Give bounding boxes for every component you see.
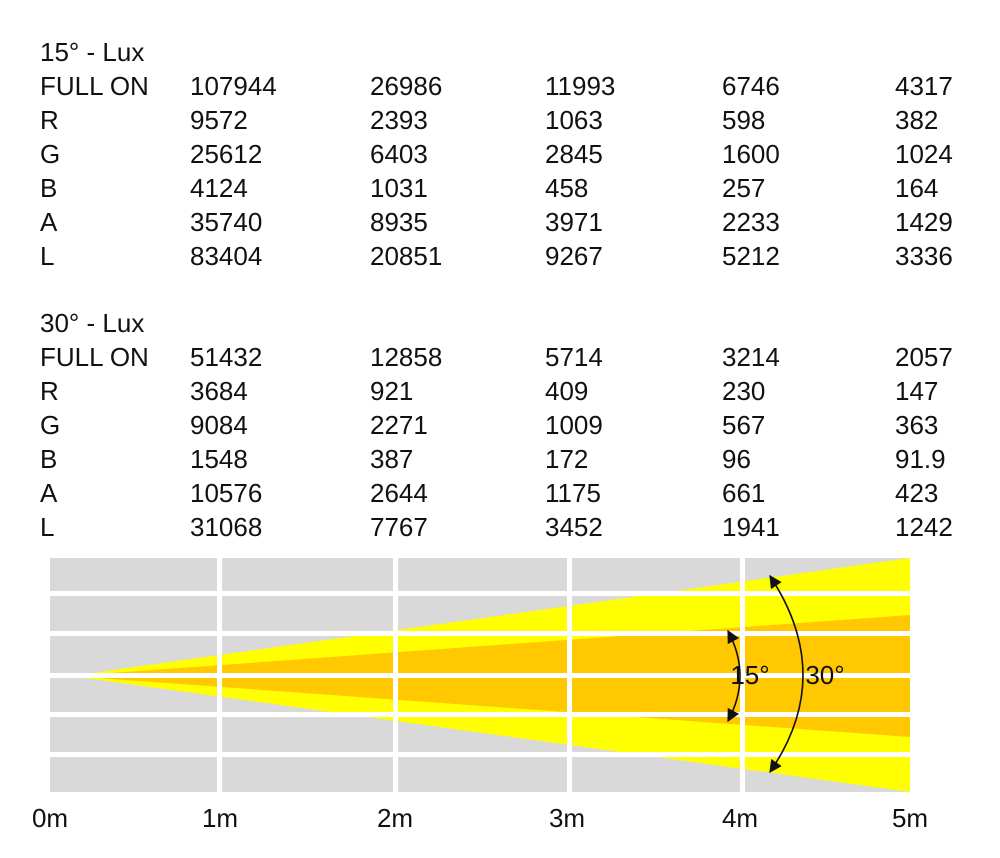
distance-label: 0m — [32, 803, 68, 833]
arc-15 — [727, 629, 741, 723]
cell: 83404 — [190, 241, 262, 271]
cell: 31068 — [190, 512, 262, 542]
cell: 3452 — [545, 512, 603, 542]
cell: 1024 — [895, 139, 953, 169]
cell: 26986 — [370, 71, 442, 101]
distance-label: 1m — [202, 803, 238, 833]
grid-line — [50, 673, 910, 678]
cell: 164 — [895, 173, 938, 203]
cell: 2393 — [370, 105, 428, 135]
cell: 96 — [722, 444, 751, 474]
distance-label: 2m — [377, 803, 413, 833]
row-label: B — [40, 444, 57, 474]
distance-label: 4m — [722, 803, 758, 833]
cell: 387 — [370, 444, 413, 474]
cell: 5714 — [545, 342, 603, 372]
cell: 1063 — [545, 105, 603, 135]
grid-line — [50, 712, 910, 717]
cell: 1429 — [895, 207, 953, 237]
beam-diagram — [50, 558, 910, 792]
cell: 35740 — [190, 207, 262, 237]
arc-30 — [769, 574, 804, 774]
cell: 11993 — [545, 71, 615, 101]
cell: 458 — [545, 173, 588, 203]
cell: 409 — [545, 376, 588, 406]
cell: 567 — [722, 410, 765, 440]
cell: 107944 — [190, 71, 277, 101]
cell: 3336 — [895, 241, 953, 271]
cell: 257 — [722, 173, 765, 203]
cell: 51432 — [190, 342, 262, 372]
row-label: R — [40, 376, 59, 406]
cell: 1548 — [190, 444, 248, 474]
cell: 1175 — [545, 478, 601, 508]
cell: 1031 — [370, 173, 428, 203]
cell: 9267 — [545, 241, 603, 271]
cell: 2644 — [370, 478, 428, 508]
cell: 1009 — [545, 410, 603, 440]
cell: 147 — [895, 376, 938, 406]
cell: 4124 — [190, 173, 248, 203]
cell: 598 — [722, 105, 765, 135]
grid-line — [50, 631, 910, 636]
table-title: 30° - Lux — [40, 308, 144, 338]
cell: 8935 — [370, 207, 428, 237]
cell: 3971 — [545, 207, 603, 237]
row-label: G — [40, 410, 60, 440]
cell: 363 — [895, 410, 938, 440]
distance-label: 5m — [892, 803, 928, 833]
content: 15° - Lux FULL ON 107944 26986 11993 6746 4317… — [32, 37, 953, 833]
row-label: FULL ON — [40, 342, 149, 372]
cell: 2271 — [370, 410, 428, 440]
grid-line — [50, 591, 910, 596]
cell: 1600 — [722, 139, 780, 169]
cell: 3684 — [190, 376, 248, 406]
row-label: FULL ON — [40, 71, 149, 101]
row-label: A — [40, 207, 58, 237]
row-label: L — [40, 241, 54, 271]
grid — [50, 558, 910, 792]
cell: 1242 — [895, 512, 953, 542]
row-label: R — [40, 105, 59, 135]
cell: 1941 — [722, 512, 780, 542]
row-label: L — [40, 512, 54, 542]
cell: 230 — [722, 376, 765, 406]
cell: 6403 — [370, 139, 428, 169]
cell: 382 — [895, 105, 938, 135]
angle-label: 15° — [730, 660, 769, 690]
cell: 5212 — [722, 241, 780, 271]
cell: 172 — [545, 444, 588, 474]
cell: 3214 — [722, 342, 780, 372]
angle-label: 30° — [805, 660, 844, 690]
cell: 9572 — [190, 105, 248, 135]
table-title: 15° - Lux — [40, 37, 144, 67]
distance-label: 3m — [549, 803, 585, 833]
cell: 921 — [370, 376, 413, 406]
cell: 6746 — [722, 71, 780, 101]
cell: 10576 — [190, 478, 262, 508]
cell: 423 — [895, 478, 938, 508]
cell: 661 — [722, 478, 765, 508]
cell: 20851 — [370, 241, 442, 271]
cell: 91.9 — [895, 444, 946, 474]
cell: 25612 — [190, 139, 262, 169]
cell: 4317 — [895, 71, 953, 101]
cell: 2233 — [722, 207, 780, 237]
row-label: B — [40, 173, 57, 203]
cell: 12858 — [370, 342, 442, 372]
row-label: G — [40, 139, 60, 169]
cell: 9084 — [190, 410, 248, 440]
cell: 7767 — [370, 512, 428, 542]
row-label: A — [40, 478, 58, 508]
cell: 2057 — [895, 342, 953, 372]
cell: 2845 — [545, 139, 603, 169]
grid-line — [50, 752, 910, 757]
